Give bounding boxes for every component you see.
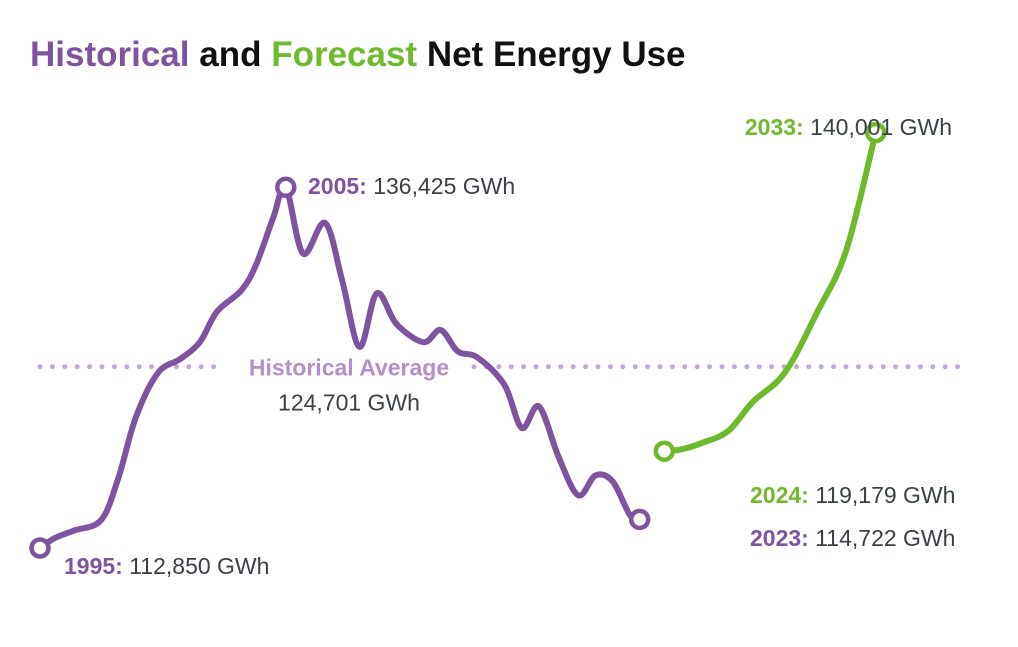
label-2033: 2033: 140,001 GWh (745, 114, 952, 140)
label-2033-value: 140,001 GWh (810, 114, 952, 140)
label-1995-year: 1995: (64, 553, 123, 579)
label-1995-value: 112,850 GWh (129, 553, 269, 579)
label-2005-value: 136,425 GWh (373, 173, 515, 199)
title-historical-word: Historical (30, 35, 190, 74)
title-forecast-word: Forecast (271, 35, 417, 74)
label-2024: 2024: 119,179 GWh (750, 482, 955, 508)
marker-2024 (653, 440, 676, 462)
label-2024-value: 119,179 GWh (815, 482, 955, 508)
marker-2023 (628, 508, 651, 531)
forecast-series-line (661, 129, 879, 455)
label-2023-value: 114,722 GWh (815, 525, 955, 551)
title-rest: Net Energy Use (417, 35, 685, 74)
average-value-label: 124,701 GWh (278, 390, 420, 416)
marker-1995 (29, 537, 51, 559)
label-2005: 2005: 136,425 GWh (308, 173, 515, 199)
label-2023-year: 2023: (750, 525, 809, 551)
historical-series-line (37, 183, 643, 551)
label-2024-year: 2024: (750, 482, 809, 508)
label-2033-year: 2033: (745, 114, 804, 140)
marker-2005 (275, 176, 297, 199)
chart-title: Historical and Forecast Net Energy Use (30, 35, 686, 74)
label-1995: 1995: 112,850 GWh (64, 553, 269, 579)
average-label: Historical Average (249, 355, 449, 381)
label-2005-year: 2005: (308, 173, 367, 199)
marker-2033 (864, 121, 887, 144)
label-2023: 2023: 114,722 GWh (750, 525, 955, 551)
title-and-word: and (190, 35, 272, 74)
